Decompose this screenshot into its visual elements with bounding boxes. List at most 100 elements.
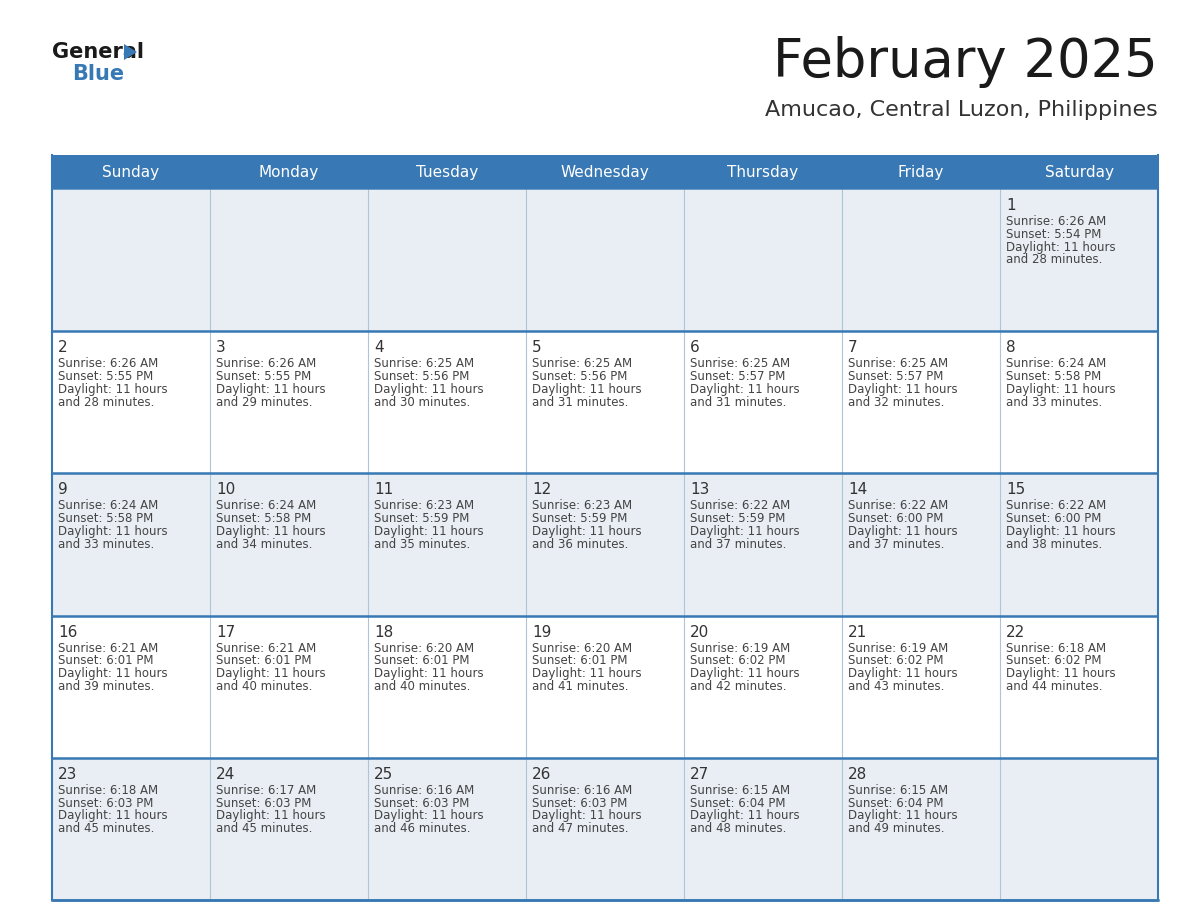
Text: Daylight: 11 hours: Daylight: 11 hours bbox=[690, 667, 800, 680]
Text: 24: 24 bbox=[216, 767, 235, 782]
Text: Blue: Blue bbox=[72, 64, 124, 84]
Text: Sunset: 6:02 PM: Sunset: 6:02 PM bbox=[690, 655, 785, 667]
Text: 16: 16 bbox=[58, 624, 77, 640]
Text: Daylight: 11 hours: Daylight: 11 hours bbox=[216, 810, 326, 823]
Text: Sunset: 5:57 PM: Sunset: 5:57 PM bbox=[690, 370, 785, 383]
Text: Sunset: 5:58 PM: Sunset: 5:58 PM bbox=[216, 512, 311, 525]
Text: February 2025: February 2025 bbox=[773, 36, 1158, 88]
Text: Daylight: 11 hours: Daylight: 11 hours bbox=[848, 525, 958, 538]
Text: Sunrise: 6:19 AM: Sunrise: 6:19 AM bbox=[690, 642, 790, 655]
Text: Daylight: 11 hours: Daylight: 11 hours bbox=[374, 383, 484, 396]
Text: Sunrise: 6:22 AM: Sunrise: 6:22 AM bbox=[690, 499, 790, 512]
Text: and 34 minutes.: and 34 minutes. bbox=[216, 538, 312, 551]
Text: and 42 minutes.: and 42 minutes. bbox=[690, 680, 786, 693]
Text: Sunset: 6:01 PM: Sunset: 6:01 PM bbox=[58, 655, 153, 667]
Text: 23: 23 bbox=[58, 767, 77, 782]
Text: Daylight: 11 hours: Daylight: 11 hours bbox=[532, 383, 642, 396]
Text: 20: 20 bbox=[690, 624, 709, 640]
Text: 2: 2 bbox=[58, 341, 68, 355]
Text: Sunset: 6:02 PM: Sunset: 6:02 PM bbox=[1006, 655, 1101, 667]
Text: 12: 12 bbox=[532, 482, 551, 498]
Text: 26: 26 bbox=[532, 767, 551, 782]
Text: and 30 minutes.: and 30 minutes. bbox=[374, 396, 470, 409]
Text: Sunset: 5:58 PM: Sunset: 5:58 PM bbox=[1006, 370, 1101, 383]
Bar bbox=[52, 155, 1158, 189]
Text: and 31 minutes.: and 31 minutes. bbox=[532, 396, 628, 409]
Bar bbox=[52, 189, 1158, 331]
Text: and 41 minutes.: and 41 minutes. bbox=[532, 680, 628, 693]
Text: 22: 22 bbox=[1006, 624, 1025, 640]
Text: 14: 14 bbox=[848, 482, 867, 498]
Text: 6: 6 bbox=[690, 341, 700, 355]
Text: Daylight: 11 hours: Daylight: 11 hours bbox=[848, 383, 958, 396]
Text: Sunrise: 6:15 AM: Sunrise: 6:15 AM bbox=[690, 784, 790, 797]
Text: and 44 minutes.: and 44 minutes. bbox=[1006, 680, 1102, 693]
Text: Sunset: 6:04 PM: Sunset: 6:04 PM bbox=[690, 797, 785, 810]
Text: and 45 minutes.: and 45 minutes. bbox=[216, 823, 312, 835]
Text: Sunrise: 6:24 AM: Sunrise: 6:24 AM bbox=[1006, 357, 1106, 370]
Text: Sunset: 5:56 PM: Sunset: 5:56 PM bbox=[374, 370, 469, 383]
Text: Sunset: 5:59 PM: Sunset: 5:59 PM bbox=[690, 512, 785, 525]
Text: 7: 7 bbox=[848, 341, 858, 355]
Text: General: General bbox=[52, 42, 144, 62]
Text: Tuesday: Tuesday bbox=[416, 164, 478, 180]
Text: 27: 27 bbox=[690, 767, 709, 782]
Text: Sunset: 6:03 PM: Sunset: 6:03 PM bbox=[216, 797, 311, 810]
Text: and 37 minutes.: and 37 minutes. bbox=[848, 538, 944, 551]
Text: Daylight: 11 hours: Daylight: 11 hours bbox=[58, 810, 168, 823]
Text: Daylight: 11 hours: Daylight: 11 hours bbox=[216, 525, 326, 538]
Text: 25: 25 bbox=[374, 767, 393, 782]
Text: Daylight: 11 hours: Daylight: 11 hours bbox=[216, 667, 326, 680]
Text: Sunrise: 6:23 AM: Sunrise: 6:23 AM bbox=[532, 499, 632, 512]
Text: Sunrise: 6:18 AM: Sunrise: 6:18 AM bbox=[58, 784, 158, 797]
Text: Amucao, Central Luzon, Philippines: Amucao, Central Luzon, Philippines bbox=[765, 100, 1158, 120]
Bar bbox=[52, 757, 1158, 900]
Text: Sunset: 6:03 PM: Sunset: 6:03 PM bbox=[58, 797, 153, 810]
Text: and 35 minutes.: and 35 minutes. bbox=[374, 538, 470, 551]
Text: Sunrise: 6:25 AM: Sunrise: 6:25 AM bbox=[848, 357, 948, 370]
Text: 5: 5 bbox=[532, 341, 542, 355]
Text: and 37 minutes.: and 37 minutes. bbox=[690, 538, 786, 551]
Text: Sunset: 5:55 PM: Sunset: 5:55 PM bbox=[216, 370, 311, 383]
Bar bbox=[52, 616, 1158, 757]
Text: Daylight: 11 hours: Daylight: 11 hours bbox=[532, 667, 642, 680]
Text: 28: 28 bbox=[848, 767, 867, 782]
Text: Daylight: 11 hours: Daylight: 11 hours bbox=[1006, 241, 1116, 253]
Text: Daylight: 11 hours: Daylight: 11 hours bbox=[690, 810, 800, 823]
Text: Daylight: 11 hours: Daylight: 11 hours bbox=[58, 525, 168, 538]
Text: Friday: Friday bbox=[898, 164, 944, 180]
Text: Sunrise: 6:26 AM: Sunrise: 6:26 AM bbox=[58, 357, 158, 370]
Text: and 29 minutes.: and 29 minutes. bbox=[216, 396, 312, 409]
Text: Daylight: 11 hours: Daylight: 11 hours bbox=[58, 667, 168, 680]
Text: Sunrise: 6:18 AM: Sunrise: 6:18 AM bbox=[1006, 642, 1106, 655]
Text: Sunrise: 6:24 AM: Sunrise: 6:24 AM bbox=[58, 499, 158, 512]
Text: Daylight: 11 hours: Daylight: 11 hours bbox=[532, 810, 642, 823]
Text: Daylight: 11 hours: Daylight: 11 hours bbox=[848, 810, 958, 823]
Text: 11: 11 bbox=[374, 482, 393, 498]
Text: Sunrise: 6:24 AM: Sunrise: 6:24 AM bbox=[216, 499, 316, 512]
Text: 3: 3 bbox=[216, 341, 226, 355]
Text: Sunset: 6:00 PM: Sunset: 6:00 PM bbox=[848, 512, 943, 525]
Text: and 33 minutes.: and 33 minutes. bbox=[58, 538, 154, 551]
Text: 9: 9 bbox=[58, 482, 68, 498]
Text: Sunrise: 6:16 AM: Sunrise: 6:16 AM bbox=[374, 784, 474, 797]
Text: Daylight: 11 hours: Daylight: 11 hours bbox=[532, 525, 642, 538]
Text: and 48 minutes.: and 48 minutes. bbox=[690, 823, 786, 835]
Text: Sunset: 6:04 PM: Sunset: 6:04 PM bbox=[848, 797, 943, 810]
Polygon shape bbox=[124, 44, 137, 60]
Text: Sunrise: 6:22 AM: Sunrise: 6:22 AM bbox=[848, 499, 948, 512]
Text: Sunset: 6:01 PM: Sunset: 6:01 PM bbox=[532, 655, 627, 667]
Text: Daylight: 11 hours: Daylight: 11 hours bbox=[216, 383, 326, 396]
Text: Sunset: 5:54 PM: Sunset: 5:54 PM bbox=[1006, 228, 1101, 241]
Text: Daylight: 11 hours: Daylight: 11 hours bbox=[1006, 383, 1116, 396]
Bar bbox=[52, 474, 1158, 616]
Text: and 45 minutes.: and 45 minutes. bbox=[58, 823, 154, 835]
Text: Sunset: 6:03 PM: Sunset: 6:03 PM bbox=[532, 797, 627, 810]
Text: Sunrise: 6:17 AM: Sunrise: 6:17 AM bbox=[216, 784, 316, 797]
Text: Sunset: 5:59 PM: Sunset: 5:59 PM bbox=[532, 512, 627, 525]
Text: Sunset: 6:01 PM: Sunset: 6:01 PM bbox=[216, 655, 311, 667]
Text: and 28 minutes.: and 28 minutes. bbox=[1006, 253, 1102, 266]
Text: Daylight: 11 hours: Daylight: 11 hours bbox=[1006, 525, 1116, 538]
Text: Saturday: Saturday bbox=[1044, 164, 1113, 180]
Text: Sunrise: 6:21 AM: Sunrise: 6:21 AM bbox=[216, 642, 316, 655]
